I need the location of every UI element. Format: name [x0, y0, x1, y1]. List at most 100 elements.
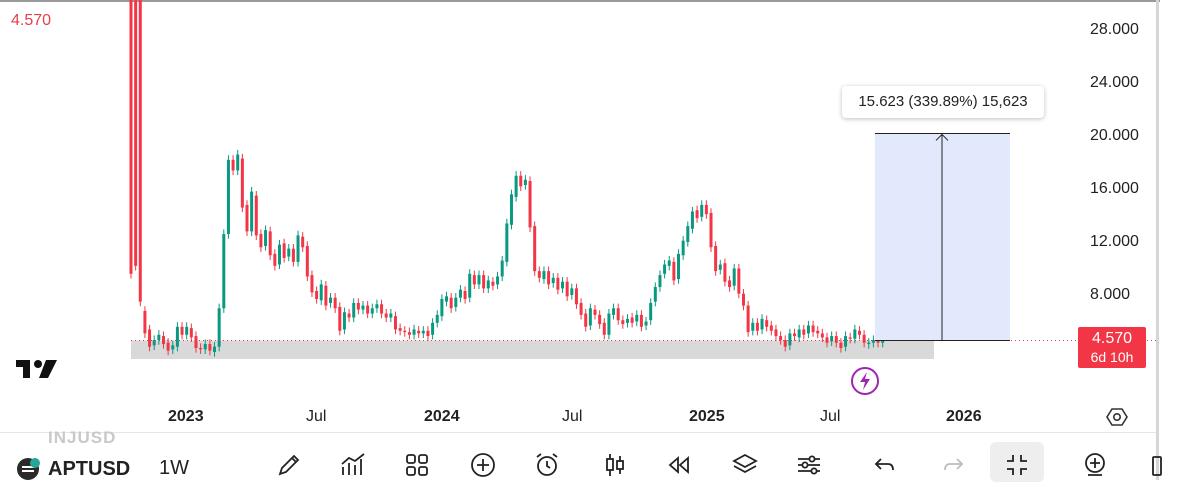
candle — [811, 320, 815, 337]
add-icon[interactable] — [466, 448, 500, 482]
candle — [523, 175, 527, 190]
undo-icon[interactable] — [868, 448, 902, 482]
price-badge: 4.570 6d 10h — [1078, 327, 1146, 368]
candle — [277, 240, 281, 270]
candle — [389, 308, 393, 323]
gridlines — [131, 340, 934, 359]
candle-body — [820, 333, 824, 338]
candle-body — [491, 281, 495, 286]
support-zone — [131, 340, 934, 359]
candle-body — [853, 329, 857, 339]
candle-body — [287, 248, 291, 257]
candle-body — [718, 264, 722, 270]
interval-button[interactable]: 1W — [159, 457, 189, 479]
candle — [329, 293, 333, 308]
candle-body — [296, 235, 300, 262]
candle — [449, 293, 453, 313]
candle-body — [231, 159, 235, 171]
candle-body — [143, 310, 147, 334]
candle-body — [681, 240, 685, 256]
flash-icon[interactable] — [850, 366, 880, 401]
candle-body — [291, 248, 295, 262]
candle-body — [584, 313, 588, 327]
fullscreen-exit-icon[interactable] — [1000, 448, 1034, 482]
x-tick-label: 2023 — [168, 408, 204, 425]
candle — [194, 331, 198, 353]
candle-body — [746, 305, 750, 333]
candle-body — [482, 275, 486, 289]
candle-body — [356, 302, 360, 310]
candle-body — [519, 175, 523, 187]
pencil-icon[interactable] — [272, 448, 306, 482]
more-tools-icon[interactable] — [1138, 448, 1172, 482]
candle-body — [301, 236, 305, 248]
candle — [667, 255, 671, 271]
candle-body — [333, 297, 337, 309]
candle-body — [398, 328, 402, 331]
candle-body — [236, 154, 240, 171]
active-tool-highlight — [990, 442, 1044, 482]
candle — [514, 171, 518, 202]
candle — [653, 282, 657, 307]
candle — [199, 343, 203, 354]
candle — [690, 206, 694, 234]
redo-icon[interactable] — [936, 448, 970, 482]
candle — [310, 270, 314, 297]
grid-icon[interactable] — [400, 448, 434, 482]
x-tick-label: 2026 — [946, 408, 982, 425]
candle-body — [431, 322, 435, 335]
candle — [208, 339, 212, 356]
symbol-name[interactable]: APTUSD — [48, 458, 131, 480]
candle — [431, 318, 435, 340]
candles-icon[interactable] — [598, 448, 632, 482]
overlays — [131, 132, 1156, 341]
settings-gear-icon[interactable] — [1106, 406, 1128, 433]
candle — [203, 339, 207, 354]
candle — [857, 326, 861, 340]
candle-body — [129, 0, 133, 274]
candle-body — [426, 330, 430, 337]
candle — [268, 226, 272, 260]
candle — [584, 308, 588, 332]
candle-body — [769, 325, 773, 331]
candle-body — [208, 344, 212, 351]
candle-body — [547, 271, 551, 285]
candle-body — [375, 304, 379, 309]
candle — [839, 338, 843, 353]
candle — [834, 331, 838, 348]
candle-body — [816, 330, 820, 334]
candle — [370, 303, 374, 319]
alarm-icon[interactable] — [530, 448, 564, 482]
candle-body — [171, 345, 175, 350]
candle-body — [352, 302, 356, 318]
candle — [700, 200, 704, 222]
candle — [291, 243, 295, 267]
settings-sliders-icon[interactable] — [792, 448, 826, 482]
candle-body — [273, 253, 277, 266]
candle — [588, 303, 592, 331]
candle — [709, 208, 713, 252]
candle-body — [134, 0, 138, 266]
replay-icon[interactable] — [662, 448, 696, 482]
zoom-in-icon[interactable] — [1078, 448, 1112, 482]
candle-body — [449, 297, 453, 309]
candle — [463, 286, 467, 304]
candle — [426, 326, 430, 341]
candle — [788, 328, 792, 350]
candle-body — [630, 317, 634, 323]
candle — [157, 330, 161, 345]
candle-body — [625, 318, 629, 323]
layers-icon[interactable] — [728, 448, 762, 482]
candle-body — [338, 306, 342, 331]
candle — [533, 221, 537, 276]
candle-body — [653, 287, 657, 302]
candle-body — [407, 332, 411, 335]
candle-body — [268, 231, 272, 256]
indicators-icon[interactable] — [336, 448, 370, 482]
price-chart[interactable] — [0, 0, 1200, 432]
candle-body — [751, 322, 755, 331]
candle — [830, 331, 834, 347]
candle — [797, 324, 801, 343]
candle-body — [639, 314, 643, 327]
candle — [751, 318, 755, 336]
